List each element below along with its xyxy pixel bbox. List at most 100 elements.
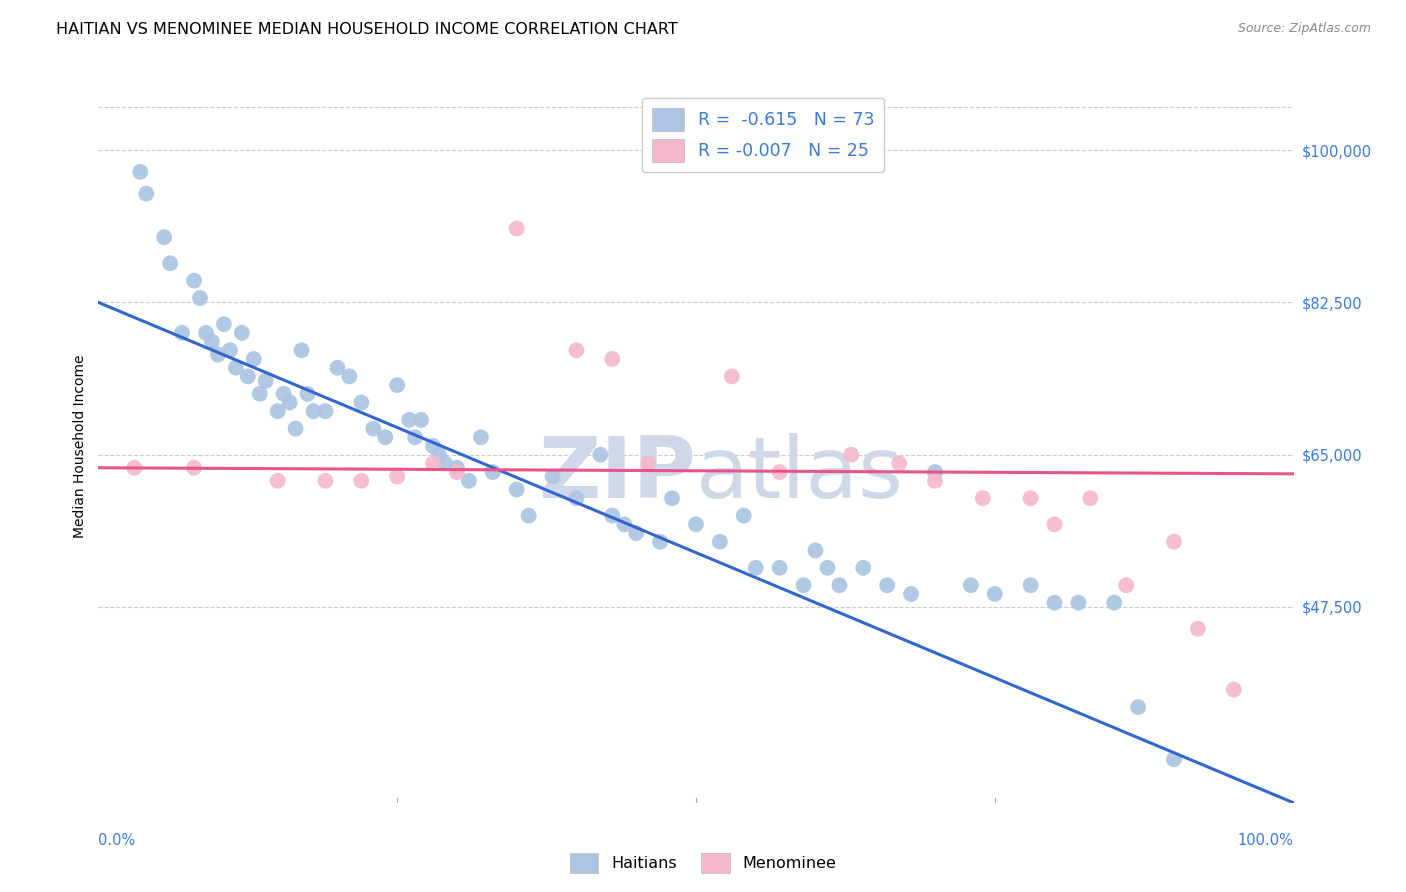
Text: 100.0%: 100.0% [1237, 833, 1294, 848]
Point [273, 386, 295, 401]
Point [183, 274, 205, 288]
Point [1080, 491, 1102, 506]
Point [243, 351, 266, 366]
Point [219, 343, 242, 358]
Point [284, 421, 307, 435]
Point [1104, 596, 1126, 610]
Point [385, 469, 409, 483]
Point [637, 457, 659, 471]
Point [876, 578, 898, 592]
Point [249, 386, 271, 401]
Point [195, 326, 218, 340]
Point [183, 460, 205, 475]
Point [135, 186, 157, 201]
Point [769, 465, 792, 479]
Point [446, 460, 468, 475]
Point [517, 508, 540, 523]
Point [302, 404, 325, 418]
Point [153, 230, 176, 244]
Point [626, 526, 648, 541]
Text: Source: ZipAtlas.com: Source: ZipAtlas.com [1237, 22, 1371, 36]
Point [427, 448, 450, 462]
Point [650, 534, 672, 549]
Point [404, 430, 426, 444]
Point [1067, 596, 1090, 610]
Legend: R =  -0.615   N = 73, R = -0.007   N = 25: R = -0.615 N = 73, R = -0.007 N = 25 [643, 98, 884, 172]
Point [733, 508, 755, 523]
Point [124, 460, 146, 475]
Point [924, 465, 946, 479]
Point [1187, 622, 1209, 636]
Point [201, 334, 224, 349]
Point [1043, 517, 1066, 532]
Point [159, 256, 181, 270]
Point [589, 448, 612, 462]
Point [188, 291, 211, 305]
Point [172, 326, 194, 340]
Point [363, 421, 385, 435]
Point [793, 578, 815, 592]
Point [339, 369, 361, 384]
Text: atlas: atlas [696, 433, 904, 516]
Point [350, 474, 373, 488]
Point [745, 561, 768, 575]
Point [236, 369, 259, 384]
Point [541, 469, 564, 483]
Point [231, 326, 253, 340]
Point [225, 360, 247, 375]
Point [267, 404, 290, 418]
Point [889, 457, 911, 471]
Point [458, 474, 481, 488]
Point [960, 578, 983, 592]
Text: HAITIAN VS MENOMINEE MEDIAN HOUSEHOLD INCOME CORRELATION CHART: HAITIAN VS MENOMINEE MEDIAN HOUSEHOLD IN… [56, 22, 678, 37]
Point [602, 508, 624, 523]
Point [350, 395, 373, 409]
Point [565, 343, 588, 358]
Point [852, 561, 875, 575]
Point [297, 386, 319, 401]
Point [422, 457, 444, 471]
Point [1019, 491, 1042, 506]
Point [613, 517, 636, 532]
Point [411, 413, 433, 427]
Point [212, 317, 235, 331]
Point [1163, 752, 1185, 766]
Point [828, 578, 851, 592]
Point [506, 483, 529, 497]
Point [804, 543, 827, 558]
Point [1043, 596, 1066, 610]
Point [900, 587, 922, 601]
Point [1115, 578, 1137, 592]
Point [661, 491, 683, 506]
Point [972, 491, 994, 506]
Point [924, 474, 946, 488]
Point [685, 517, 707, 532]
Point [1223, 682, 1246, 697]
Point [721, 369, 744, 384]
Point [207, 348, 229, 362]
Point [1128, 700, 1150, 714]
Point [841, 448, 863, 462]
Point [817, 561, 839, 575]
Point [709, 534, 731, 549]
Point [315, 474, 337, 488]
Y-axis label: Median Household Income: Median Household Income [73, 354, 87, 538]
Point [326, 360, 349, 375]
Point [129, 165, 152, 179]
Point [278, 395, 301, 409]
Point [1163, 534, 1185, 549]
Text: 0.0%: 0.0% [98, 833, 135, 848]
Point [374, 430, 396, 444]
Point [422, 439, 444, 453]
Point [1019, 578, 1042, 592]
Point [291, 343, 314, 358]
Point [769, 561, 792, 575]
Text: ZIP: ZIP [538, 433, 696, 516]
Point [254, 374, 277, 388]
Point [267, 474, 290, 488]
Point [446, 465, 468, 479]
Point [385, 378, 409, 392]
Legend: Haitians, Menominee: Haitians, Menominee [564, 847, 842, 880]
Point [565, 491, 588, 506]
Point [506, 221, 529, 235]
